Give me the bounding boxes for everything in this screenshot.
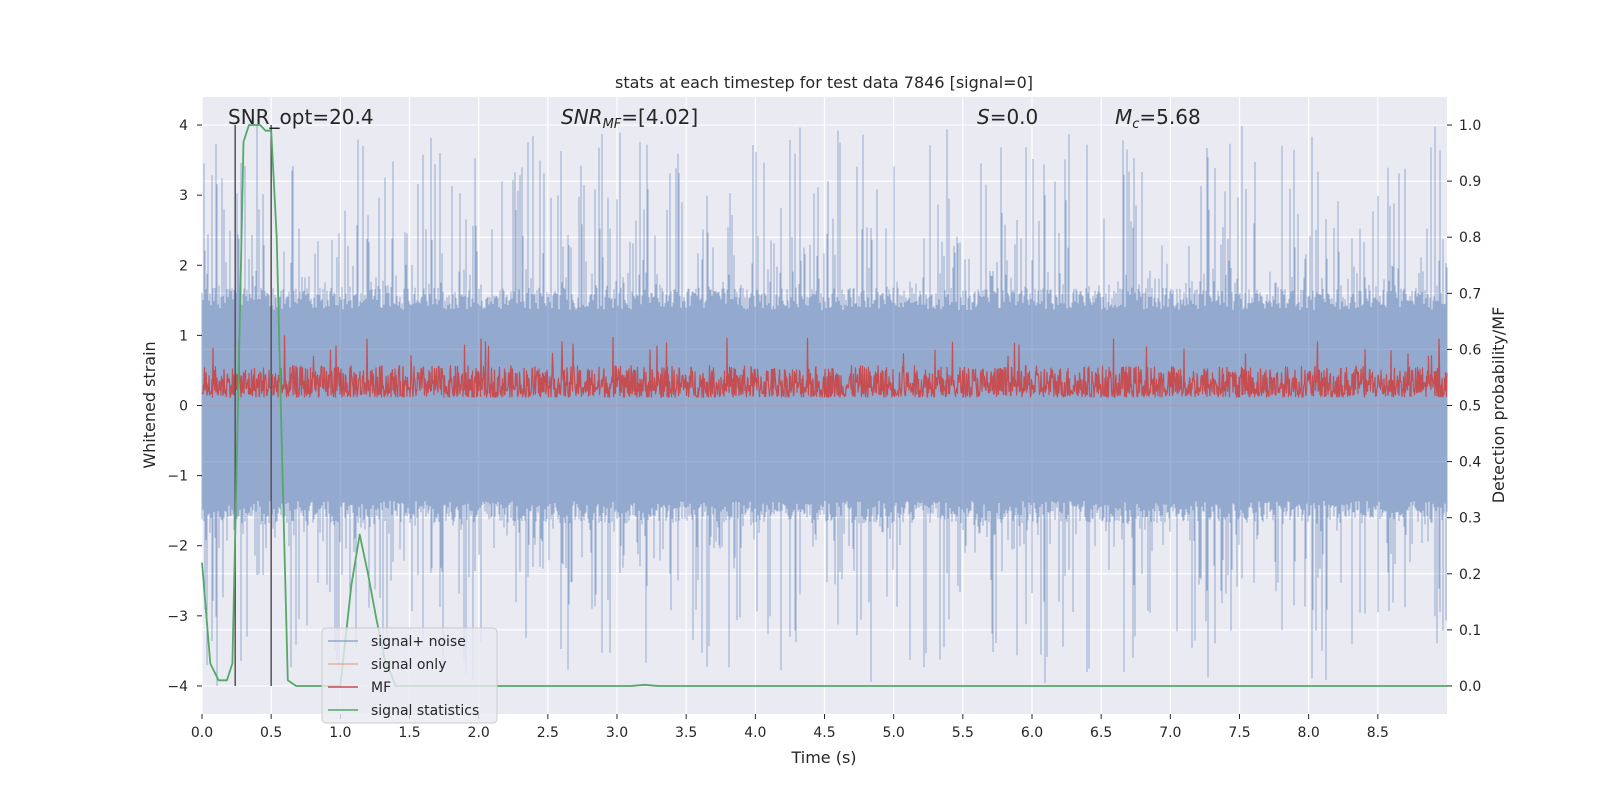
- legend: signal+ noise signal only MF signal stat…: [321, 627, 498, 724]
- legend-label-mf: MF: [371, 680, 391, 696]
- x-tick-label: 5.5: [952, 725, 974, 741]
- y-tick-label-right: 0.6: [1459, 342, 1481, 358]
- y-tick-label-right: 0.4: [1459, 455, 1481, 471]
- y-tick-label-right: 0.2: [1459, 567, 1481, 583]
- annotation-mc: Mc=5.68: [1115, 105, 1201, 132]
- x-tick-label: 6.5: [1090, 725, 1112, 741]
- y-tick-label-left: −2: [167, 539, 188, 555]
- legend-label-signal-noise: signal+ noise: [371, 634, 466, 650]
- y-tick-label-right: 0.1: [1459, 623, 1481, 639]
- y-tick-label-left: −3: [167, 609, 188, 625]
- x-tick-label: 6.0: [1021, 725, 1043, 741]
- x-tick-label: 1.0: [329, 725, 351, 741]
- y-tick-label-right: 0.0: [1459, 679, 1481, 695]
- x-tick-label: 3.0: [606, 725, 628, 741]
- axes: 0.0 0.5 1.0 1.5 2.0 2.5 3.0 3.5 4.0 4.5 5.0 5.5 6.0 6…: [167, 118, 1481, 741]
- x-tick-label: 2.0: [468, 725, 490, 741]
- y-tick-label-left: −1: [167, 469, 188, 485]
- vertical-markers: [234, 125, 272, 686]
- y-axis-label-right: Detection probability/MF: [1489, 307, 1508, 504]
- x-tick-label: 2.5: [537, 725, 559, 741]
- y-tick-label-right: 0.9: [1459, 174, 1481, 190]
- y-tick-label-left: 2: [179, 258, 188, 274]
- y-tick-label-right: 0.3: [1459, 511, 1481, 527]
- x-tick-label: 7.5: [1228, 725, 1250, 741]
- y-tick-label-right: 1.0: [1459, 118, 1481, 134]
- y-tick-label-right: 0.5: [1459, 399, 1481, 415]
- series-mf: [201, 335, 1448, 398]
- y-tick-label-left: 4: [179, 118, 188, 134]
- x-tick-label: 5.0: [883, 725, 905, 741]
- y-tick-label-left: 0: [179, 399, 188, 415]
- x-tick-label: 0.0: [191, 725, 213, 741]
- legend-box: [321, 627, 498, 724]
- y-axis-label-left: Whitened strain: [140, 341, 159, 468]
- x-tick-label: 8.5: [1367, 725, 1389, 741]
- series-line-mf: [201, 335, 1448, 398]
- x-tick-label: 3.5: [675, 725, 697, 741]
- annotation-snr-mf: SNRMF=[4.02]: [561, 105, 698, 132]
- y-tick-label-left: 3: [179, 188, 188, 204]
- y-tick-label-left: 1: [179, 328, 188, 344]
- legend-label-signal-statistics: signal statistics: [371, 703, 479, 719]
- y-tick-label-right: 0.8: [1459, 230, 1481, 246]
- x-tick-label: 7.0: [1159, 725, 1181, 741]
- x-tick-label: 4.5: [813, 725, 835, 741]
- annotations: SNR_opt=20.4 SNRMF=[4.02] S=0.0 Mc=5.68: [228, 105, 1201, 132]
- annotation-snr-opt: SNR_opt=20.4: [228, 105, 374, 129]
- x-tick-label: 4.0: [744, 725, 766, 741]
- x-tick-label: 1.5: [398, 725, 420, 741]
- annotation-s: S=0.0: [977, 105, 1038, 129]
- x-tick-label: 8.0: [1298, 725, 1320, 741]
- chart-title: stats at each timestep for test data 784…: [615, 73, 1033, 92]
- series-signal-statistics: [201, 124, 1447, 687]
- x-axis-label: Time (s): [790, 748, 856, 767]
- legend-label-signal-only: signal only: [371, 657, 446, 673]
- y-tick-label-right: 0.7: [1459, 286, 1481, 302]
- x-tick-label: 0.5: [260, 725, 282, 741]
- series-line-signal-statistics: [201, 124, 1447, 687]
- y-tick-label-left: −4: [167, 679, 188, 695]
